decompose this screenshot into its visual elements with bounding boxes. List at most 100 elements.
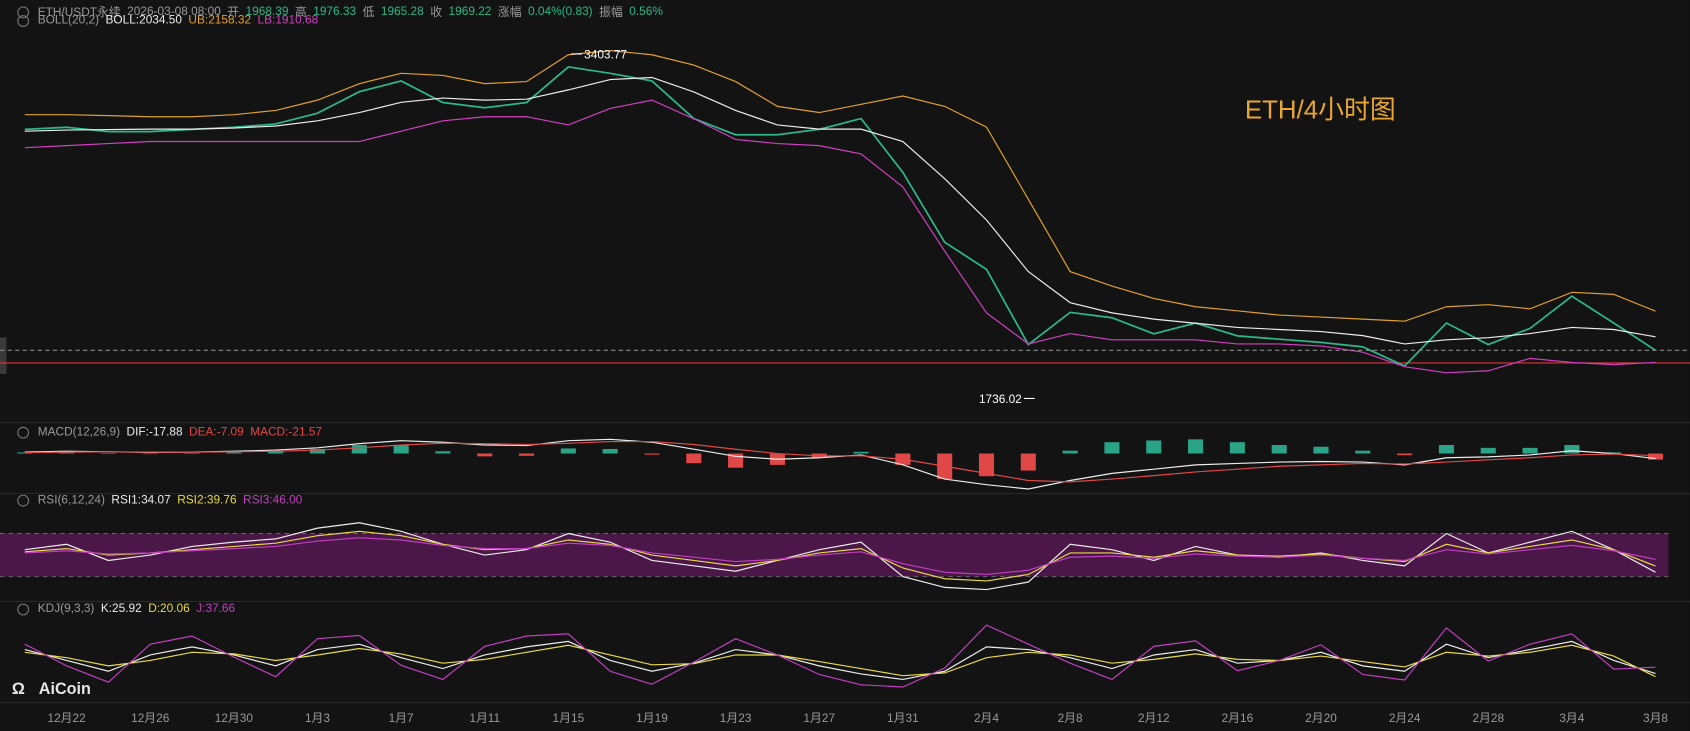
x-tick-label: 2月24 xyxy=(1389,711,1421,725)
legend-entry: D:20.06 xyxy=(148,602,190,616)
macd-bar xyxy=(100,453,116,455)
macd-bar xyxy=(393,445,409,454)
macd-bar xyxy=(477,453,493,457)
chart-annotation: ETH/4小时图 xyxy=(1245,96,1396,125)
toggle-icon[interactable] xyxy=(17,14,30,27)
indicator-legend: KDJ(9,3,3) K:25.92 D:20.06 J:37.66 xyxy=(17,602,235,615)
macd-bar xyxy=(268,451,284,454)
macd-bar xyxy=(1438,445,1454,454)
rsi-band xyxy=(0,533,1669,577)
macd-bar xyxy=(1271,445,1287,454)
indicator-title: BOLL(20,2) xyxy=(37,14,100,27)
x-tick-label: 2月8 xyxy=(1058,711,1083,725)
legend-entry: MACD:-21.57 xyxy=(250,425,323,439)
macd-bar xyxy=(1313,446,1329,454)
macd-bar xyxy=(853,451,869,454)
indicator-line xyxy=(24,76,1656,345)
legend-entry: LB:1910.68 xyxy=(257,14,319,27)
macd-bar xyxy=(1188,439,1204,454)
toggle-icon[interactable] xyxy=(17,426,30,439)
x-tick-label: 1月3 xyxy=(305,711,330,725)
macd-bar xyxy=(1647,453,1664,460)
legend-entry: RSI1:34.07 xyxy=(111,493,171,507)
field-value: 1965.28 xyxy=(380,5,424,19)
x-tick-label: 1月15 xyxy=(553,711,585,725)
max-price-label: 3403.77 xyxy=(584,47,627,61)
field-label: 收 xyxy=(430,6,443,20)
legend-entry: RSI3:46.00 xyxy=(243,493,303,507)
field-value: 0.04%(0.83) xyxy=(528,5,593,19)
macd-bar xyxy=(1480,447,1496,454)
macd-bar xyxy=(1355,450,1371,454)
macd-bar xyxy=(560,448,576,454)
x-tick-label: 2月20 xyxy=(1305,711,1337,725)
indicator-line xyxy=(24,537,1656,576)
x-tick-label: 2月12 xyxy=(1138,711,1170,725)
macd-bar xyxy=(1397,453,1413,456)
field-label: 低 xyxy=(362,6,375,20)
x-tick-label: 1月19 xyxy=(636,711,668,725)
field-value: 1969.22 xyxy=(448,5,492,19)
x-tick-label: 1月11 xyxy=(469,711,500,725)
macd-bar xyxy=(17,452,33,454)
time: 2026-03-08 08:00 xyxy=(127,5,221,19)
macd-bar xyxy=(435,451,451,454)
watermark: AiCoin xyxy=(39,680,91,698)
indicator-title: MACD(12,26,9) xyxy=(37,425,121,439)
legend-entry: J:37.66 xyxy=(196,602,236,616)
legend-entry: DIF:-17.88 xyxy=(126,425,183,439)
header-row: ETH/USDT永续 2026-03-08 08:00 开 1968.39 高 19… xyxy=(17,3,663,20)
macd-bar xyxy=(309,448,326,454)
indicator-legend: MACD(12,26,9) DIF:-17.88 DEA:-7.09 MACD:-21… xyxy=(17,426,322,439)
min-price-label: 1736.02 xyxy=(979,392,1022,406)
macd-bar xyxy=(686,453,702,464)
macd-bar xyxy=(184,453,200,455)
legend-entry: DEA:-7.09 xyxy=(189,425,244,439)
legend-entry: RSI2:39.76 xyxy=(177,493,237,507)
field-label: 振幅 xyxy=(599,6,623,20)
macd-bar xyxy=(351,445,367,454)
x-tick-label: 12月22 xyxy=(48,711,86,725)
x-tick-label: 2月4 xyxy=(974,711,999,725)
macd-bar xyxy=(1020,453,1036,471)
indicator-line xyxy=(24,50,1656,322)
macd-bar xyxy=(519,453,535,456)
x-tick-label: 1月23 xyxy=(720,711,752,725)
x-tick-label: 1月7 xyxy=(389,711,414,725)
field-value: 0.56% xyxy=(629,5,663,19)
indicator-legend: RSI(6,12,24) RSI1:34.07 RSI2:39.76 RSI3:46.… xyxy=(17,494,302,507)
legend-entry: UB:2158.32 xyxy=(188,14,252,27)
field-value: 1968.39 xyxy=(245,5,289,19)
x-tick-label: 12月26 xyxy=(131,711,170,725)
toggle-icon[interactable] xyxy=(17,603,30,615)
macd-bar xyxy=(602,448,618,454)
x-tick-label: 3月8 xyxy=(1643,711,1668,725)
watermark-logo: Ω xyxy=(12,680,25,698)
indicator-title: KDJ(9,3,3) xyxy=(37,602,95,616)
x-tick-label: 1月31 xyxy=(887,711,919,725)
field-label: 涨幅 xyxy=(497,6,522,20)
symbol: ETH/USDT永续 xyxy=(37,6,121,20)
macd-bar xyxy=(142,453,158,455)
macd-bar xyxy=(644,453,660,455)
legend-entry: BOLL:2034.50 xyxy=(105,14,182,27)
x-tick-label: 2月16 xyxy=(1222,711,1254,725)
side-tab xyxy=(0,337,7,374)
x-tick-label: 3月4 xyxy=(1559,711,1584,725)
field-label: 高 xyxy=(294,6,307,20)
macd-bar xyxy=(1522,447,1538,454)
macd-bar xyxy=(226,452,242,454)
macd-bar xyxy=(1104,442,1120,454)
x-tick-label: 2月28 xyxy=(1472,711,1504,725)
macd-bar xyxy=(978,453,995,477)
indicator-legend: BOLL(20,2) BOLL:2034.50 UB:2158.32 LB:1910.… xyxy=(17,14,318,27)
macd-bar xyxy=(1062,450,1078,454)
indicator-line xyxy=(24,99,1656,374)
indicator-line xyxy=(24,440,1656,483)
field-label: 开 xyxy=(227,6,240,20)
toggle-icon[interactable] xyxy=(17,494,30,507)
